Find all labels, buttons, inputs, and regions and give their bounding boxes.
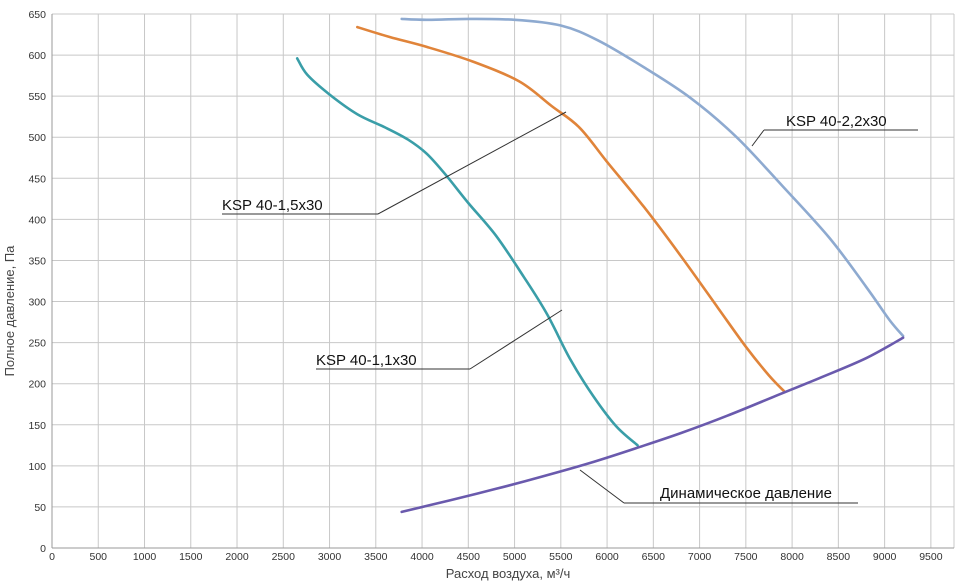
callouts: KSP 40-1,5x30 KSP 40-1,1x30 KSP 40-2,2x30 Д… xyxy=(222,111,918,504)
x-tick-label: 6500 xyxy=(642,551,666,563)
callout-label-2: KSP 40-1,1x30 xyxy=(316,352,417,369)
series-lines xyxy=(295,17,905,514)
x-tick-label: 5000 xyxy=(503,551,527,563)
y-tick-label: 250 xyxy=(28,338,46,350)
x-tick-label: 8000 xyxy=(780,551,804,563)
x-tick-label: 0 xyxy=(49,551,55,563)
x-tick-label: 3000 xyxy=(318,551,342,563)
x-tick-label: 1500 xyxy=(179,551,203,563)
y-tick-label: 500 xyxy=(28,132,46,144)
y-tick-label: 50 xyxy=(34,502,46,514)
y-axis-title: Полное давление, Па xyxy=(2,245,17,377)
y-tick-label: 650 xyxy=(28,9,46,21)
x-tick-label: 8500 xyxy=(827,551,851,563)
callout-leader xyxy=(377,111,567,215)
y-tick-label: 450 xyxy=(28,173,46,185)
y-tick-label: 100 xyxy=(28,461,46,473)
y-tick-label: 200 xyxy=(28,379,46,391)
y-tick-label: 400 xyxy=(28,214,46,226)
x-tick-label: 7500 xyxy=(734,551,758,563)
grid xyxy=(52,13,955,548)
callout-label-3: KSP 40-2,2x30 xyxy=(786,113,887,130)
x-tick-label: 6000 xyxy=(595,551,619,563)
x-tick-label: 4000 xyxy=(410,551,434,563)
y-axis-ticks: 0 50 100 150 200 250 300 350 400 450 500 550 600 650 xyxy=(28,9,46,555)
callout-leader xyxy=(579,469,625,504)
y-tick-label: 600 xyxy=(28,50,46,62)
callout-label-4: Динамическое давление xyxy=(660,485,832,502)
callout-leader xyxy=(751,129,765,147)
y-tick-label: 550 xyxy=(28,91,46,103)
x-axis-title: Расход воздуха, м³/ч xyxy=(446,566,571,581)
x-tick-label: 5500 xyxy=(549,551,573,563)
series-line-3 xyxy=(400,17,905,338)
axes xyxy=(51,14,954,549)
y-tick-label: 0 xyxy=(40,543,46,555)
y-tick-label: 350 xyxy=(28,255,46,267)
x-tick-label: 3500 xyxy=(364,551,388,563)
callout-label-1: KSP 40-1,5x30 xyxy=(222,197,323,214)
x-axis-ticks: 0 500 1000 1500 2000 2500 3000 3500 4000 4500 5000… xyxy=(49,551,943,563)
x-tick-label: 9500 xyxy=(919,551,943,563)
x-tick-label: 2000 xyxy=(225,551,249,563)
x-tick-label: 2500 xyxy=(272,551,296,563)
series-line-1 xyxy=(295,57,639,447)
x-tick-label: 9000 xyxy=(873,551,897,563)
x-tick-label: 4500 xyxy=(457,551,481,563)
callout-leader xyxy=(469,309,563,370)
series-line-2 xyxy=(356,25,786,394)
series-line-4 xyxy=(400,336,905,514)
x-tick-label: 1000 xyxy=(133,551,157,563)
y-tick-label: 300 xyxy=(28,297,46,309)
x-tick-label: 7000 xyxy=(688,551,712,563)
x-tick-label: 500 xyxy=(89,551,107,563)
y-tick-label: 150 xyxy=(28,420,46,432)
